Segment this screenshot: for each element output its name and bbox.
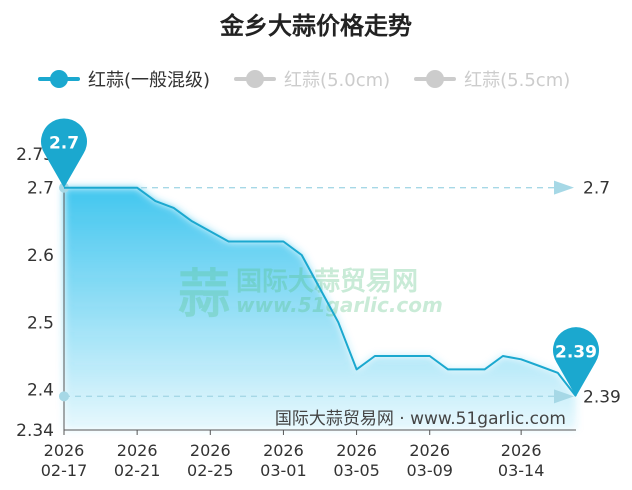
x-tick-label-year: 2026 bbox=[336, 441, 377, 460]
markline-arrow-icon bbox=[554, 389, 574, 404]
mark-point-pin-2 bbox=[553, 327, 599, 397]
legend-item-series-2[interactable]: 红蒜(5.0cm) bbox=[234, 66, 390, 92]
x-tick-label-year: 2026 bbox=[190, 441, 231, 460]
x-tick-label-year: 2026 bbox=[409, 441, 450, 460]
x-tick-label-date: 03-01 bbox=[260, 461, 307, 480]
y-tick-label: 2.7 bbox=[27, 179, 54, 199]
legend-item-series-1[interactable]: 红蒜(一般混级) bbox=[38, 66, 210, 92]
x-tick-label-date: 03-05 bbox=[333, 461, 380, 480]
y-tick-label: 2.4 bbox=[27, 381, 54, 401]
markline-label-2: 2.39 bbox=[583, 387, 621, 407]
markline-label-1: 2.7 bbox=[583, 179, 610, 199]
mark-point-pin-1 bbox=[41, 118, 87, 188]
x-tick-label-date: 03-14 bbox=[498, 461, 545, 480]
watermark-cn: 国际大蒜贸易网 bbox=[236, 267, 418, 297]
x-tick-label-date: 02-17 bbox=[41, 461, 88, 480]
legend: 红蒜(一般混级) 红蒜(5.0cm) 红蒜(5.5cm) bbox=[38, 66, 594, 92]
source-credit: 国际大蒜贸易网 · www.51garlic.com bbox=[275, 409, 566, 429]
x-tick-label-date: 02-25 bbox=[187, 461, 234, 480]
x-tick-label-year: 2026 bbox=[501, 441, 542, 460]
mark-point-label-2: 2.39 bbox=[555, 342, 597, 362]
legend-label-series-3: 红蒜(5.5cm) bbox=[464, 70, 571, 91]
markline-arrow-icon bbox=[554, 180, 574, 195]
y-tick-label: 2.5 bbox=[27, 313, 54, 333]
legend-label-series-1: 红蒜(一般混级) bbox=[88, 70, 211, 91]
x-tick-label-date: 02-21 bbox=[114, 461, 161, 480]
series-line bbox=[64, 186, 577, 397]
y-tick-label: 2.34 bbox=[16, 421, 54, 441]
y-tick-label: 2.6 bbox=[27, 246, 54, 266]
mark-point-label-1: 2.7 bbox=[49, 134, 79, 154]
legend-item-series-3[interactable]: 红蒜(5.5cm) bbox=[414, 66, 570, 92]
x-tick-label-date: 03-09 bbox=[406, 461, 453, 480]
legend-line-dot-icon bbox=[414, 69, 457, 89]
x-tick-label-year: 2026 bbox=[117, 441, 158, 460]
legend-label-series-2: 红蒜(5.0cm) bbox=[284, 70, 391, 91]
watermark-logo: 蒜 bbox=[178, 265, 230, 325]
chart-title: 金乡大蒜价格走势 bbox=[220, 12, 412, 40]
x-tick-label-year: 2026 bbox=[263, 441, 304, 460]
x-tick-label-year: 2026 bbox=[44, 441, 85, 460]
legend-line-dot-icon bbox=[38, 69, 80, 89]
legend-line-dot-icon bbox=[234, 69, 277, 89]
watermark-en: www.51garlic.com bbox=[236, 293, 443, 317]
